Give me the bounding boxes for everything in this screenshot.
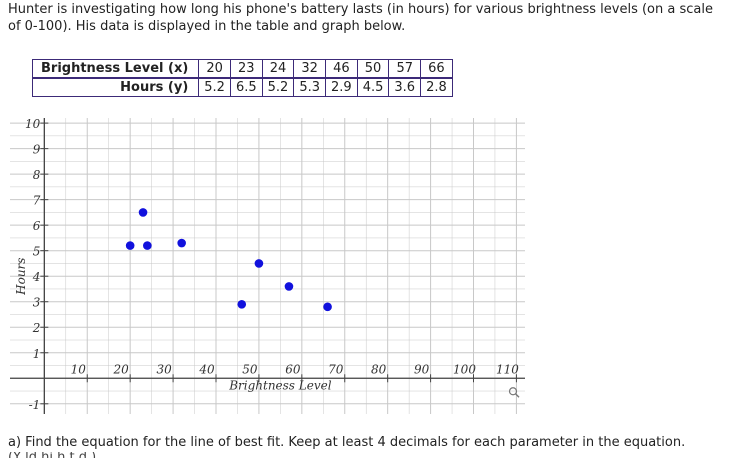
data-point (237, 299, 247, 309)
data-point (177, 238, 186, 248)
x-cell: 57 (388, 59, 422, 79)
y-cell: 2.9 (325, 77, 358, 97)
data-point (125, 241, 135, 250)
magnifier-handle (515, 393, 520, 398)
y-header: Hours (y) (31, 77, 200, 97)
x-cell: 24 (261, 59, 295, 79)
y-tick-label: 2 (32, 321, 41, 335)
data-point (138, 208, 148, 217)
x-tick-label: 10 (71, 362, 87, 376)
y-tick-label: 1 (33, 347, 41, 361)
question-cut-off-line: (Y ld hi h t d ) (8, 452, 96, 458)
x-axis-label: Brightness Level (228, 378, 332, 392)
data-table: Brightness Level (x) 20 23 24 32 46 50 5… (31, 59, 453, 97)
data-point (143, 241, 152, 250)
y-cell: 5.3 (293, 77, 327, 97)
y-tick-label: 3 (33, 296, 41, 310)
y-cell: 5.2 (198, 77, 231, 97)
x-cell: 66 (420, 59, 453, 79)
y-cell: 6.5 (229, 77, 263, 97)
intro-line-1: Hunter is investigating how long his pho… (8, 2, 713, 17)
problem-intro: Hunter is investigating how long his pho… (8, 1, 726, 35)
y-tick-label: -1 (29, 398, 41, 412)
y-tick-label: 9 (33, 143, 41, 157)
question-a: a) Find the equation for the line of bes… (8, 435, 686, 450)
x-tick-label: 20 (113, 362, 130, 376)
x-tick-label: 40 (198, 362, 215, 376)
x-tick-label: 80 (371, 362, 387, 376)
x-cell: 20 (198, 59, 231, 79)
y-tick-label: 4 (32, 270, 41, 284)
x-tick-label: 70 (328, 362, 344, 376)
intro-line-2: of 0-100). His data is displayed in the … (8, 19, 406, 34)
y-tick-label: 5 (33, 245, 41, 259)
x-tick-label: 60 (285, 362, 301, 376)
y-axis-label: Hours (14, 258, 28, 296)
y-cell: 5.2 (261, 77, 295, 97)
y-tick-label: 7 (33, 194, 41, 208)
x-tick-label: 110 (496, 362, 519, 376)
y-tick-label: 6 (33, 219, 41, 233)
y-tick-label: 8 (33, 168, 41, 182)
x-cell: 50 (356, 59, 390, 79)
x-tick-label: 90 (414, 362, 430, 376)
x-cell: 23 (229, 59, 263, 79)
y-cell: 4.5 (356, 77, 390, 97)
y-tick-label: 10 (25, 117, 41, 131)
y-cell: 2.8 (420, 77, 453, 97)
x-tick-label: 100 (453, 362, 476, 376)
x-tick-label: 50 (242, 362, 258, 376)
magnifier-icon (508, 387, 518, 396)
table-row-x: Brightness Level (x) 20 23 24 32 46 50 5… (31, 59, 453, 79)
data-point (323, 302, 332, 312)
data-point (254, 259, 264, 268)
y-cell: 3.6 (388, 77, 422, 97)
data-point (284, 282, 294, 291)
x-tick-label: 30 (156, 362, 172, 376)
x-header: Brightness Level (x) (31, 59, 200, 79)
x-cell: 46 (325, 59, 358, 79)
x-cell: 32 (293, 59, 327, 79)
scatter-plot: 10 20 30 40 50 60 70 80 90 100 110 -1 1 2 3 4 5 6 7 8 9 10 Bri… (10, 117, 525, 414)
table-row-y: Hours (y) 5.2 6.5 5.2 5.3 2.9 4.5 3.6 2.… (31, 77, 453, 97)
